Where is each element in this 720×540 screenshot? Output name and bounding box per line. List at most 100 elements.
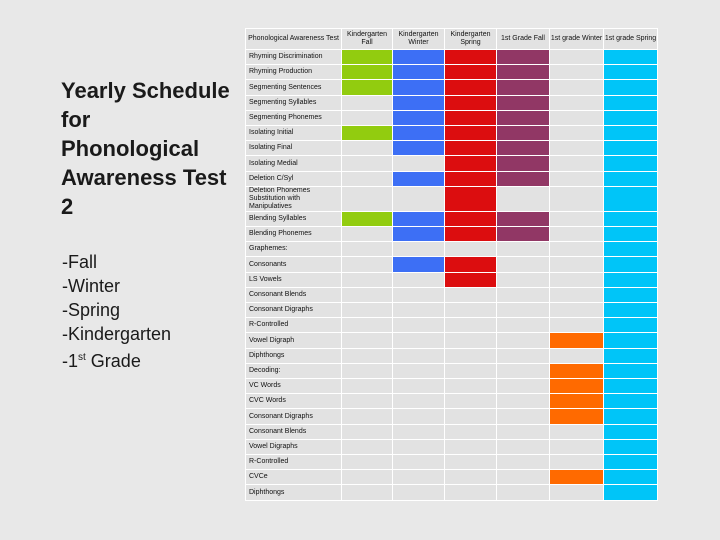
skill-label: Isolating Medial	[245, 155, 342, 172]
schedule-cell	[444, 469, 497, 486]
schedule-cell	[341, 155, 393, 172]
schedule-cell	[603, 226, 658, 243]
schedule-cell	[496, 454, 550, 471]
table-row: Rhyming Production	[245, 64, 658, 81]
schedule-cell	[496, 317, 550, 334]
schedule-cell	[392, 226, 445, 243]
schedule-cell	[392, 408, 445, 425]
schedule-cell	[341, 332, 393, 349]
schedule-cell	[392, 378, 445, 395]
schedule-cell	[603, 109, 658, 127]
schedule-cell	[341, 408, 393, 425]
table-header-row: Phonological Awareness Test Kindergarten…	[245, 28, 658, 50]
schedule-cell	[341, 94, 393, 111]
schedule-cell	[549, 454, 604, 471]
schedule-cell	[444, 109, 497, 127]
skill-label: Consonant Blends	[245, 286, 342, 304]
schedule-cell	[444, 79, 497, 96]
schedule-cell	[603, 125, 658, 142]
schedule-cell	[341, 109, 393, 127]
schedule-cell	[392, 210, 445, 228]
schedule-cell	[496, 362, 550, 380]
skill-label: Blending Syllables	[245, 210, 342, 228]
list-item: -Fall	[62, 252, 97, 272]
table-row: CVC Words	[245, 393, 658, 410]
table-row: Vowel Digraph	[245, 332, 658, 349]
skill-label: Segmenting Phonemes	[245, 109, 342, 127]
schedule-cell	[549, 79, 604, 96]
schedule-cell	[549, 362, 604, 380]
schedule-cell	[444, 140, 497, 157]
column-header-1st-winter: 1st grade Winter	[549, 28, 604, 50]
schedule-cell	[549, 241, 604, 258]
skill-label: Segmenting Syllables	[245, 94, 342, 111]
schedule-cell	[603, 185, 658, 212]
schedule-cell	[496, 79, 550, 96]
schedule-cell	[444, 332, 497, 349]
schedule-cell	[496, 125, 550, 142]
schedule-cell	[496, 302, 550, 319]
skill-label: Consonants	[245, 256, 342, 273]
schedule-cell	[444, 170, 497, 187]
schedule-cell	[444, 241, 497, 258]
schedule-cell	[341, 140, 393, 157]
schedule-cell	[392, 241, 445, 258]
schedule-cell	[341, 271, 393, 288]
schedule-cell	[444, 286, 497, 304]
schedule-cell	[444, 125, 497, 142]
schedule-cell	[392, 438, 445, 456]
schedule-cell	[496, 94, 550, 111]
schedule-cell	[549, 393, 604, 410]
schedule-cell	[603, 438, 658, 456]
schedule-cell	[549, 155, 604, 172]
schedule-cell	[549, 170, 604, 187]
schedule-cell	[444, 302, 497, 319]
schedule-cell	[341, 317, 393, 334]
schedule-cell	[603, 48, 658, 66]
schedule-cell	[392, 125, 445, 142]
schedule-cell	[549, 210, 604, 228]
skill-label: Consonant Digraphs	[245, 302, 342, 319]
table-row: Consonant Digraphs	[245, 302, 658, 319]
skill-label: Segmenting Sentences	[245, 79, 342, 96]
list-item-superscript: st	[78, 352, 86, 363]
schedule-cell	[392, 170, 445, 187]
schedule-cell	[392, 332, 445, 349]
schedule-cell	[392, 94, 445, 111]
schedule-cell	[549, 48, 604, 66]
schedule-cell	[444, 362, 497, 380]
schedule-cell	[341, 286, 393, 304]
table-row: Segmenting Syllables	[245, 94, 658, 111]
schedule-cell	[603, 94, 658, 111]
schedule-cell	[444, 94, 497, 111]
schedule-cell	[392, 79, 445, 96]
table-row: Consonant Blends	[245, 423, 658, 440]
skill-label: Blending Phonemes	[245, 226, 342, 243]
schedule-cell	[496, 469, 550, 486]
schedule-cell	[341, 79, 393, 96]
table-row: R-Controlled	[245, 317, 658, 334]
table-row: Isolating Medial	[245, 155, 658, 172]
schedule-cell	[603, 271, 658, 288]
skill-label: Rhyming Production	[245, 64, 342, 81]
schedule-cell	[392, 317, 445, 334]
schedule-cell	[549, 347, 604, 364]
schedule-cell	[341, 438, 393, 456]
list-item: -1st Grade	[62, 346, 171, 373]
skill-label: Deletion Phonemes Substitution with Mani…	[245, 185, 342, 212]
schedule-cell	[496, 170, 550, 187]
schedule-cell	[444, 378, 497, 395]
schedule-cell	[496, 256, 550, 273]
schedule-cell	[341, 469, 393, 486]
skill-label: Diphthongs	[245, 484, 342, 501]
list-item: -Winter	[62, 276, 120, 296]
table-row: R-Controlled	[245, 454, 658, 471]
schedule-cell	[444, 64, 497, 81]
schedule-cell	[496, 438, 550, 456]
skill-label: Vowel Digraph	[245, 332, 342, 349]
slide-title: Yearly Schedule for Phonological Awarene…	[61, 78, 230, 219]
schedule-cell	[549, 256, 604, 273]
skill-label: Rhyming Discrimination	[245, 48, 342, 66]
schedule-cell	[392, 64, 445, 81]
schedule-cell	[549, 286, 604, 304]
